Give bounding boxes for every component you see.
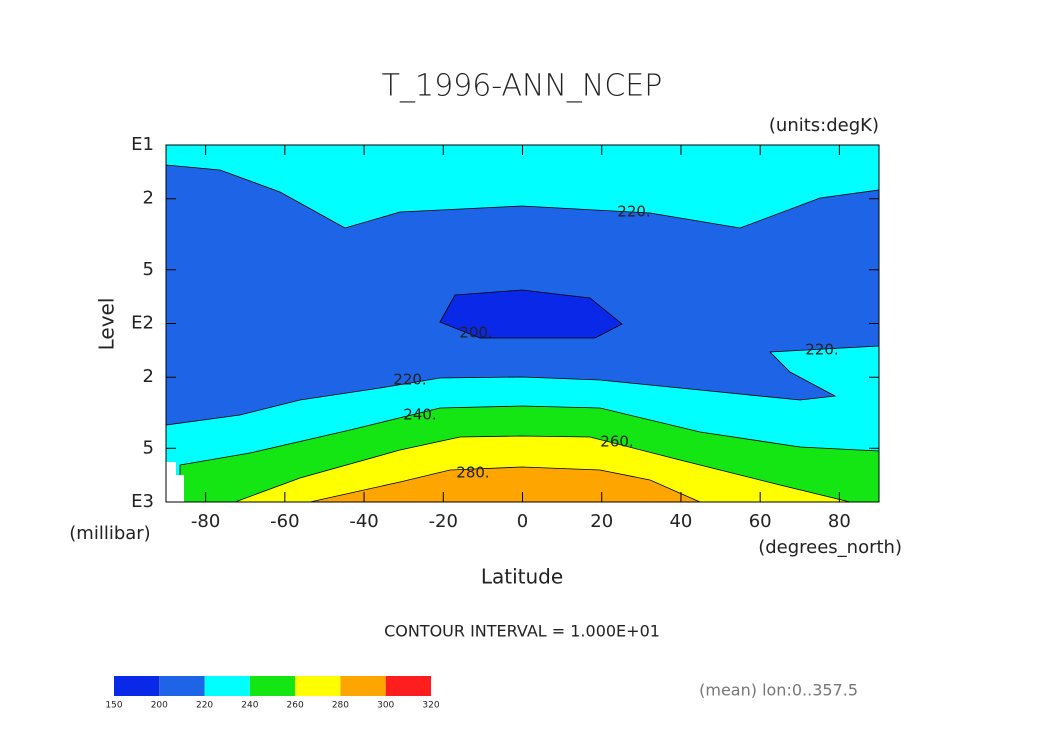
colorbar-swatch bbox=[295, 676, 341, 696]
footer-note: (mean) lon:0..357.5 bbox=[699, 681, 858, 700]
y-tick-label: E1 bbox=[131, 134, 154, 155]
y-tick-label: 5 bbox=[143, 437, 154, 458]
x-tick-label: 60 bbox=[749, 511, 772, 532]
contour-interval: CONTOUR INTERVAL = 1.000E+01 bbox=[384, 622, 660, 641]
colorbar-swatch bbox=[159, 676, 205, 696]
x-unit: (degrees_north) bbox=[758, 537, 902, 558]
contour-band bbox=[439, 289, 623, 339]
colorbar-swatch bbox=[340, 676, 386, 696]
contour-label: 220. bbox=[617, 203, 650, 221]
contour-label: 220. bbox=[393, 371, 426, 389]
x-tick-label: 20 bbox=[590, 511, 613, 532]
units: (units:degK) bbox=[769, 115, 879, 136]
x-axis-label: Latitude bbox=[481, 565, 563, 589]
colorbar-swatch bbox=[114, 676, 160, 696]
x-tick-label: 0 bbox=[517, 511, 528, 532]
y-tick-label: 2 bbox=[143, 188, 154, 209]
contour-label: 240. bbox=[403, 406, 436, 424]
contour-label: 260. bbox=[600, 433, 633, 451]
colorbar-label: 260 bbox=[287, 701, 304, 711]
colorbar-label: 280 bbox=[332, 701, 349, 711]
x-tick-label: -80 bbox=[191, 511, 220, 532]
colorbar-label: 320 bbox=[422, 701, 439, 711]
colorbar-label: 150 bbox=[105, 701, 122, 711]
colorbar-swatch bbox=[385, 676, 431, 696]
y-unit: (millibar) bbox=[69, 523, 150, 544]
y-tick-label: 5 bbox=[143, 259, 154, 280]
y-tick-label: E3 bbox=[131, 491, 154, 512]
x-tick-label: -60 bbox=[270, 511, 299, 532]
y-tick-label: E2 bbox=[131, 313, 154, 334]
x-tick-label: -40 bbox=[349, 511, 378, 532]
contour-label: 280. bbox=[456, 464, 489, 482]
missing-data bbox=[166, 462, 184, 502]
contour-band bbox=[309, 466, 701, 503]
colorbar-label: 200 bbox=[151, 701, 168, 711]
y-axis-label: Level bbox=[95, 298, 119, 351]
colorbar-label: 240 bbox=[241, 701, 258, 711]
colorbar-swatch bbox=[204, 676, 250, 696]
colorbar-label: 300 bbox=[377, 701, 394, 711]
colorbar-label: 220 bbox=[196, 701, 213, 711]
contour-label: 220. bbox=[805, 341, 838, 359]
x-tick-label: -20 bbox=[429, 511, 458, 532]
contour-label: 200. bbox=[459, 324, 492, 342]
chart-title: T_1996-ANN_NCEP bbox=[382, 69, 663, 104]
x-tick-label: 40 bbox=[669, 511, 692, 532]
colorbar-swatch bbox=[249, 676, 296, 696]
y-tick-label: 2 bbox=[143, 366, 154, 387]
x-tick-label: 80 bbox=[828, 511, 851, 532]
